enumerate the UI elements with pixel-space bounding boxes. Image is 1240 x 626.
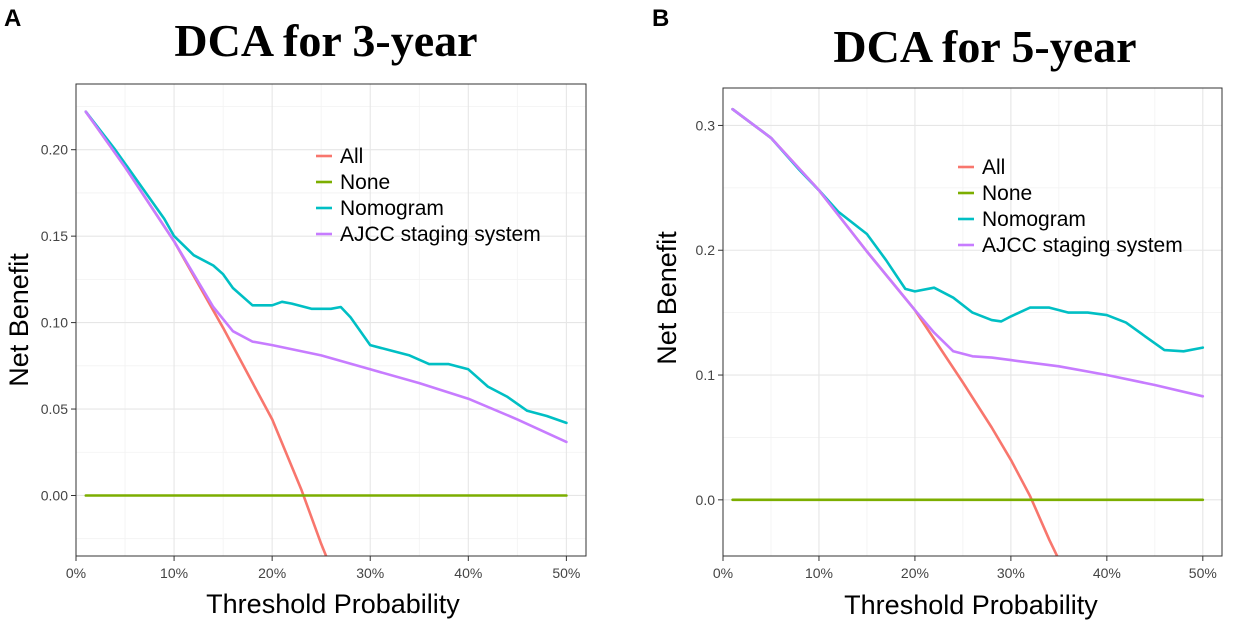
series-line-nomogram: [731, 107, 1205, 353]
panel-letter: A: [4, 5, 21, 32]
legend: All None Nomogram AJCC staging system: [316, 145, 541, 246]
legend-label: All: [982, 156, 1005, 179]
y-axis-label: Net Benefit: [652, 231, 682, 365]
plot-background: [723, 88, 1222, 556]
y-tick-label: 0.05: [41, 401, 68, 417]
panel-letter: B: [652, 5, 669, 32]
x-tick-label: 30%: [997, 565, 1025, 581]
y-tick-label: 0.15: [41, 228, 68, 244]
x-tick-label: 0%: [713, 565, 733, 581]
x-tick-label: 0%: [66, 565, 86, 581]
x-tick-label: 10%: [805, 565, 833, 581]
legend: All None Nomogram AJCC staging system: [958, 156, 1183, 257]
plot-frame: [75, 83, 587, 557]
x-tick-label: 30%: [356, 565, 384, 581]
y-axis-label: Net Benefit: [4, 253, 34, 387]
x-tick-label: 50%: [552, 565, 580, 581]
legend-label: AJCC staging system: [982, 234, 1183, 257]
x-tick-label: 50%: [1189, 565, 1217, 581]
x-axis-label: Threshold Probability: [844, 590, 1098, 620]
y-tick-label: 0.20: [41, 142, 68, 158]
plot-frame: [722, 87, 1223, 557]
x-tick-label: 40%: [1093, 565, 1121, 581]
legend-label: Nomogram: [982, 208, 1086, 231]
legend-label: All: [340, 145, 363, 168]
series-line-nomogram: [84, 110, 568, 425]
y-tick-label: 0.3: [696, 117, 716, 133]
legend-label: None: [340, 171, 390, 194]
series-line-ajcc-staging-system: [84, 110, 568, 444]
series-line-ajcc-staging-system: [731, 107, 1205, 398]
legend-label: None: [982, 182, 1032, 205]
chart-title: DCA for 5-year: [833, 21, 1136, 72]
grid: [75, 84, 586, 556]
y-tick-label: 0.00: [41, 487, 68, 503]
y-tick-label: 0.10: [41, 315, 68, 331]
panel-a: A DCA for 3-year 0% 10% 20% 30% 40% 50% 0.00 0.05…: [4, 5, 587, 619]
legend-label: AJCC staging system: [340, 223, 541, 246]
y-tick-label: 0.2: [696, 242, 716, 258]
x-tick-label: 10%: [160, 565, 188, 581]
x-axis-label: Threshold Probability: [206, 589, 460, 619]
y-tick-label: 0.1: [696, 367, 716, 383]
x-tick-label: 20%: [258, 565, 286, 581]
x-tick-label: 40%: [454, 565, 482, 581]
panel-b: B DCA for 5-year 0% 10% 20% 30% 40% 50% 0.0 0.1 0.…: [652, 5, 1223, 620]
plot-background: [76, 84, 586, 556]
legend-label: Nomogram: [340, 197, 444, 220]
y-tick-label: 0.0: [696, 492, 716, 508]
x-tick-label: 20%: [901, 565, 929, 581]
chart-title: DCA for 3-year: [174, 15, 477, 66]
